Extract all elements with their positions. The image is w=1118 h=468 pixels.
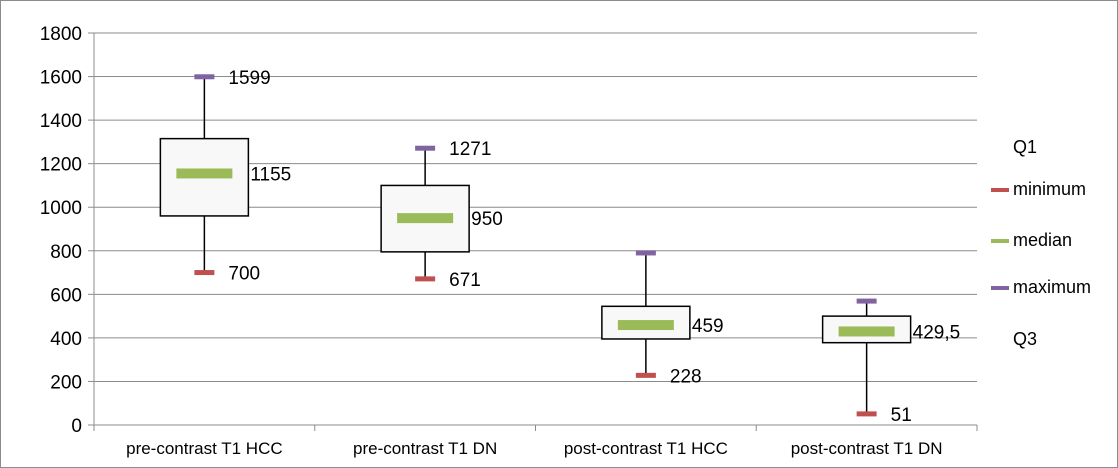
data-label-median: 459 <box>692 316 724 337</box>
minimum-marker <box>636 373 656 378</box>
y-tick-label: 200 <box>50 372 82 393</box>
y-tick-label: 600 <box>50 285 82 306</box>
y-tick-label: 1600 <box>40 68 82 89</box>
maximum-marker <box>415 146 435 151</box>
data-labels: 1599 1155 700 1271 950 671 459 228 429,5 51 <box>228 68 960 426</box>
y-tick-label: 1200 <box>40 155 82 176</box>
legend-label-maximum: maximum <box>1013 277 1091 297</box>
legend-marker-minimum <box>991 188 1009 192</box>
median-marker <box>618 320 674 330</box>
data-label-median: 950 <box>471 209 503 230</box>
boxes <box>160 74 910 416</box>
minimum-marker <box>194 270 214 275</box>
minimum-marker <box>415 276 435 281</box>
x-tick-label: post-contrast T1 HCC <box>564 439 728 458</box>
legend: Q1 minimum median maximum Q3 <box>991 137 1091 349</box>
legend-label-median: median <box>1013 230 1072 250</box>
legend-label-Q1: Q1 <box>1013 137 1037 157</box>
data-label-minimum: 51 <box>891 405 912 426</box>
y-tick-label: 1800 <box>40 24 82 45</box>
legend-label-Q3: Q3 <box>1013 329 1037 349</box>
median-marker <box>839 326 895 336</box>
data-label-minimum: 671 <box>449 270 481 291</box>
median-marker <box>397 213 453 223</box>
x-tick-label: pre-contrast T1 HCC <box>126 439 283 458</box>
data-label-median: 429,5 <box>913 322 961 343</box>
data-label-minimum: 228 <box>670 366 702 387</box>
gridlines <box>94 33 977 425</box>
maximum-marker <box>636 250 656 255</box>
y-tick-label: 400 <box>50 329 82 350</box>
legend-marker-maximum <box>991 286 1009 290</box>
y-tick-label: 0 <box>71 416 82 437</box>
y-tick-label: 800 <box>50 242 82 263</box>
x-tick-label: pre-contrast T1 DN <box>353 439 497 458</box>
legend-label-minimum: minimum <box>1013 179 1086 199</box>
median-marker <box>176 168 232 178</box>
legend-marker-median <box>991 239 1009 243</box>
data-label-minimum: 700 <box>228 264 260 285</box>
maximum-marker <box>857 299 877 304</box>
data-label-maximum: 1599 <box>228 68 270 89</box>
x-tick-label: post-contrast T1 DN <box>791 439 943 458</box>
minimum-marker <box>857 411 877 416</box>
y-tick-label: 1400 <box>40 111 82 132</box>
maximum-marker <box>194 74 214 79</box>
y-tick-label: 1000 <box>40 198 82 219</box>
data-label-median: 1155 <box>250 164 291 185</box>
axes: 0 200 400 600 800 1000 1200 1400 1600 1800 pre-con… <box>40 24 977 458</box>
data-label-maximum: 1271 <box>449 139 491 160</box>
